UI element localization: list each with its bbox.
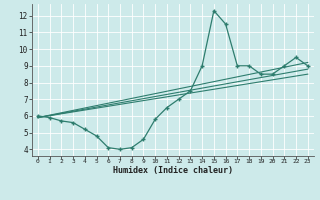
X-axis label: Humidex (Indice chaleur): Humidex (Indice chaleur): [113, 166, 233, 175]
